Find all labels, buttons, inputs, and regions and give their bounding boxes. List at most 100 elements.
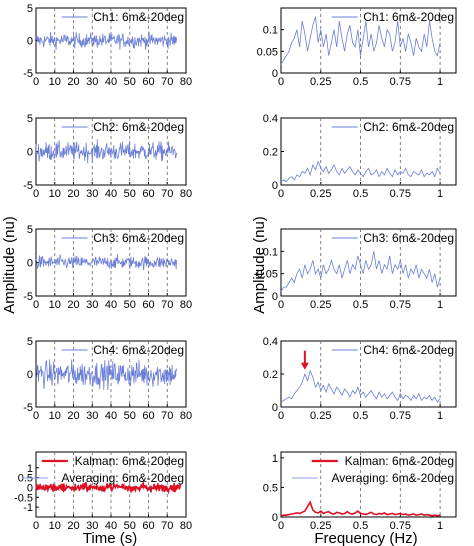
x-tick-label: 30	[86, 520, 98, 532]
x-tick-label: 0.25	[310, 410, 331, 422]
x-tick-label: 20	[67, 520, 79, 532]
y-tick-label: -5	[23, 402, 33, 414]
x-tick-label: 80	[180, 410, 192, 422]
y-tick-label: 0	[27, 482, 33, 494]
y-tick-label: -0.5	[14, 492, 33, 504]
x-tick-label: 30	[86, 299, 98, 311]
y-tick-label: 0.5	[18, 473, 33, 485]
x-tick-label: 0	[33, 188, 39, 200]
x-tick-label: 80	[180, 299, 192, 311]
x-tick-label: 50	[124, 188, 136, 200]
y-tick-label: -5	[23, 291, 33, 303]
legend-label: Kalman: 6m&-20deg	[75, 454, 184, 468]
x-tick-label: 80	[180, 76, 192, 88]
x-tick-label: 50	[124, 299, 136, 311]
y-tick-label: 0.2	[263, 369, 278, 381]
series-line	[280, 16, 441, 65]
x-tick-label: 40	[105, 410, 117, 422]
axes-box	[280, 451, 457, 518]
series-line	[35, 254, 177, 271]
x-tick-label: 30	[86, 410, 98, 422]
axes-box	[280, 228, 457, 297]
x-tick-label: 0	[33, 76, 39, 88]
y-tick-label: 0.4	[263, 336, 278, 348]
x-tick-label: 60	[142, 188, 154, 200]
y-tick-label: -5	[23, 180, 33, 192]
legend-label: Ch1: 6m&-20deg	[93, 10, 184, 24]
x-tick-label: 60	[142, 410, 154, 422]
series-line	[280, 369, 441, 403]
x-tick-label: 30	[86, 188, 98, 200]
x-tick-label: 50	[124, 410, 136, 422]
x-tick-label: 0	[278, 520, 284, 532]
legend-label: Averaging: 6m&-20deg	[61, 471, 184, 485]
y-tick-label: 0	[27, 369, 33, 381]
x-tick-label: 0	[278, 299, 284, 311]
x-tick-label: 0.75	[390, 76, 411, 88]
x-tick-label: 0.5	[353, 520, 368, 532]
y-tick-label: 5	[27, 336, 33, 348]
legend-label: Kalman: 6m&-20deg	[345, 454, 454, 468]
x-tick-label: 50	[124, 520, 136, 532]
y-tick-label: 0.1	[263, 25, 278, 37]
y-tick-label: 0.4	[263, 113, 278, 125]
y-tick-label: 0	[272, 512, 278, 524]
y-tick-label: 0.05	[257, 46, 278, 58]
y-tick-label: 5	[27, 113, 33, 125]
x-tick-label: 60	[142, 76, 154, 88]
x-tick-label: 40	[105, 299, 117, 311]
y-tick-label: 0.5	[263, 482, 278, 494]
x-tick-label: 40	[105, 188, 117, 200]
x-tick-label: 0.75	[390, 188, 411, 200]
y-tick-label: 0.1	[263, 246, 278, 258]
legend-label: Ch4: 6m&-20deg	[363, 343, 454, 357]
series-line	[35, 139, 177, 164]
series-line	[35, 359, 177, 391]
axes-box	[280, 340, 457, 408]
x-tick-label: 1	[437, 520, 443, 532]
x-tick-label: 0	[278, 188, 284, 200]
y-tick-label: 1	[27, 463, 33, 475]
x-tick-label: 20	[67, 299, 79, 311]
x-tick-label: 1	[437, 76, 443, 88]
x-tick-label: 60	[142, 520, 154, 532]
y-tick-label: 0	[27, 147, 33, 159]
y-tick-label: -5	[23, 68, 33, 80]
x-tick-label: 1	[437, 188, 443, 200]
x-tick-label: 0.5	[353, 410, 368, 422]
x-tick-label: 1	[437, 299, 443, 311]
x-tick-label: 1	[437, 410, 443, 422]
x-tick-label: 0	[33, 410, 39, 422]
legend-label: Ch2: 6m&-20deg	[363, 120, 454, 134]
x-tick-label: 60	[142, 299, 154, 311]
x-tick-label: 0	[278, 410, 284, 422]
x-tick-label: 10	[49, 410, 61, 422]
axes-box	[280, 7, 457, 74]
x-tick-label: 10	[49, 299, 61, 311]
x-tick-label: 30	[86, 76, 98, 88]
legend-label: Ch4: 6m&-20deg	[93, 343, 184, 357]
x-tick-label: 0.5	[353, 299, 368, 311]
y-tick-label: 0	[272, 402, 278, 414]
x-tick-label: 0.25	[310, 299, 331, 311]
right-y-axis-label: Amplitude (nu)	[251, 216, 268, 314]
x-tick-label: 0.25	[310, 520, 331, 532]
series-kalman	[35, 481, 182, 495]
left-y-axis-label: Amplitude (nu)	[1, 216, 18, 314]
legend-label: Ch2: 6m&-20deg	[93, 120, 184, 134]
y-tick-label: 1	[272, 453, 278, 465]
legend-label: Averaging: 6m&-20deg	[331, 471, 454, 485]
legend-label: Ch3: 6m&-20deg	[93, 231, 184, 245]
y-tick-label: 0	[272, 68, 278, 80]
x-tick-label: 0	[33, 520, 39, 532]
x-tick-label: 70	[161, 188, 173, 200]
x-tick-label: 40	[105, 76, 117, 88]
series-line	[280, 251, 441, 292]
x-tick-label: 0.75	[390, 410, 411, 422]
series-line	[35, 31, 177, 51]
